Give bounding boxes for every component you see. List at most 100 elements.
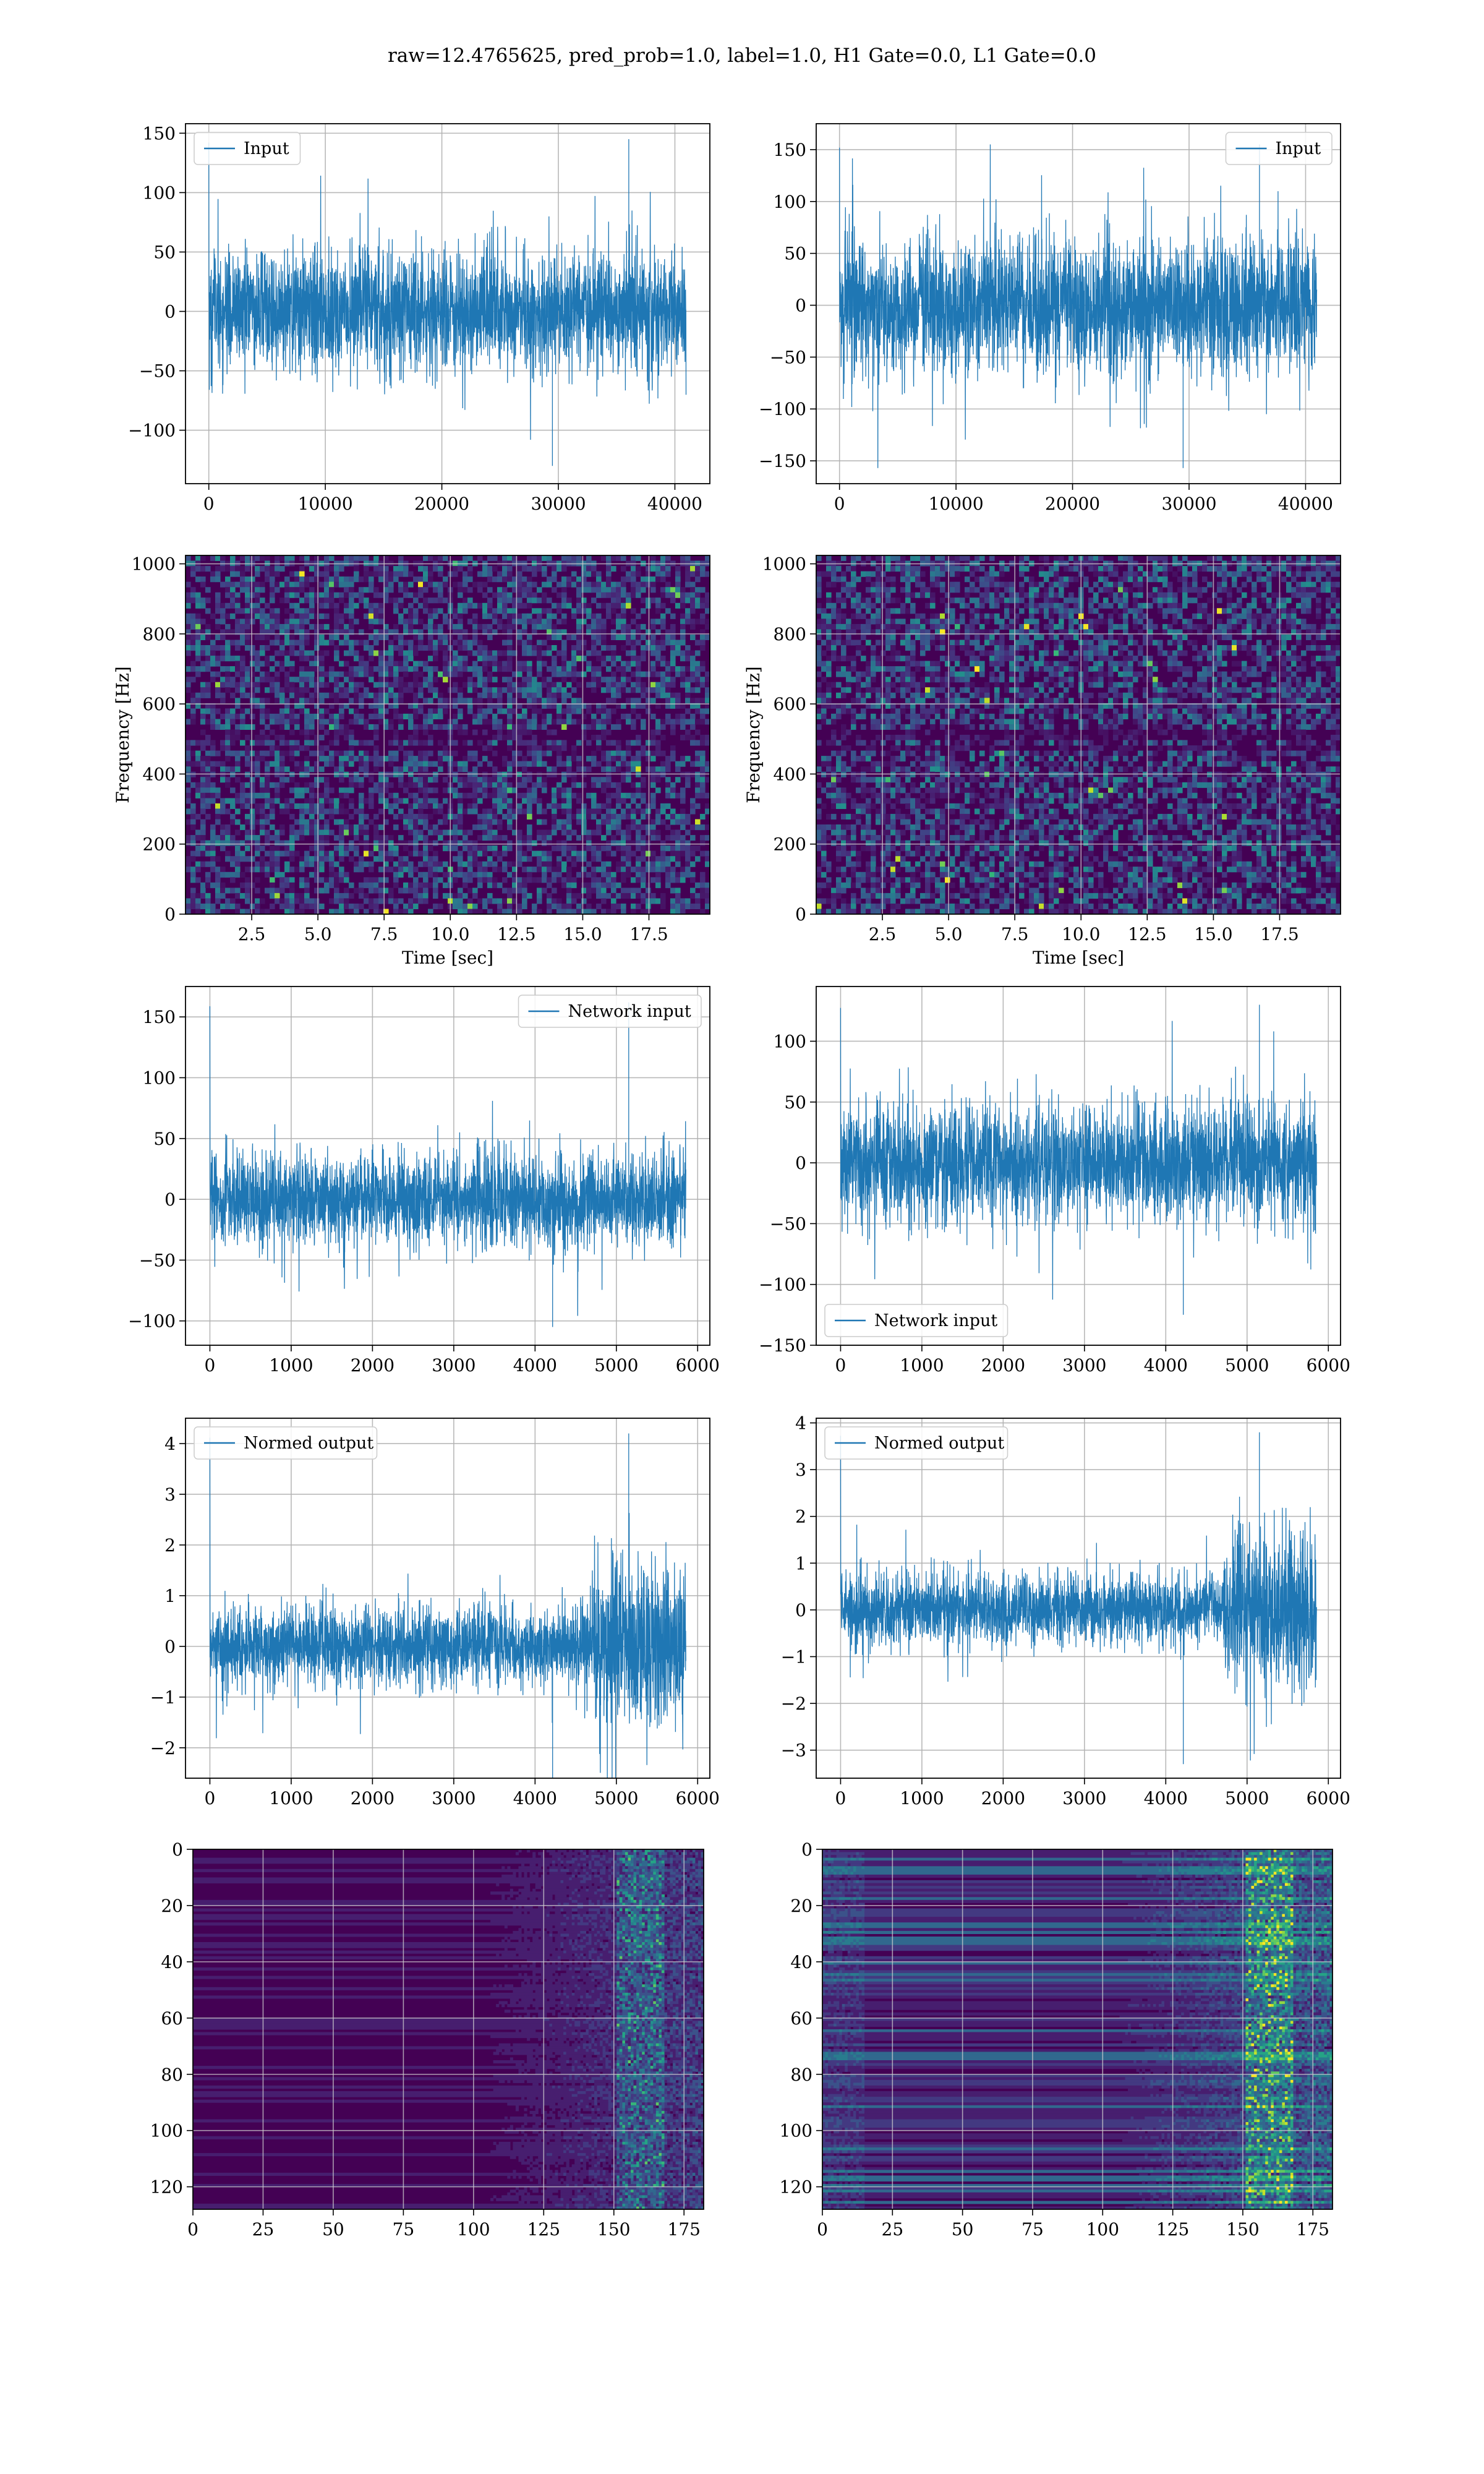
heatmap-cell — [319, 888, 325, 894]
heatmap-cell — [826, 698, 832, 704]
heatmap-cell — [685, 682, 691, 688]
heatmap-cell — [660, 750, 666, 756]
heatmap-cell — [650, 861, 656, 867]
heatmap-cell — [364, 835, 369, 841]
heatmap-cell — [458, 656, 463, 662]
heatmap-cell — [383, 698, 389, 704]
heatmap-cell — [846, 687, 851, 693]
heatmap-cell — [245, 898, 250, 904]
heatmap-cell — [200, 861, 206, 867]
heatmap-cell — [433, 650, 438, 656]
heatmap-cell — [359, 882, 364, 888]
heatmap-cell — [284, 597, 290, 604]
heatmap-cell — [556, 750, 562, 756]
heatmap-cell — [334, 650, 339, 656]
heatmap-cell — [388, 740, 394, 746]
heatmap-cell — [359, 640, 364, 646]
heatmap-cell — [537, 756, 542, 762]
heatmap-cell — [690, 677, 696, 683]
heatmap-cell — [621, 835, 626, 841]
heatmap-cell — [453, 777, 458, 783]
heatmap-cell — [354, 592, 359, 598]
heatmap-cell — [205, 898, 211, 904]
heatmap-cell — [626, 640, 631, 646]
heatmap-cell — [423, 740, 429, 746]
heatmap-cell — [324, 719, 330, 725]
heatmap-cell — [690, 650, 696, 656]
heatmap-cell — [831, 798, 837, 804]
heatmap-cell — [289, 750, 295, 756]
heatmap-cell — [660, 735, 666, 741]
heatmap-cell — [319, 597, 325, 604]
heatmap-cell — [458, 871, 463, 878]
panel-r2c2: 2.5 5.0 7.5 10.0 12.5 15.0 17.5020040060080010… — [743, 554, 1341, 968]
heatmap-cell — [438, 645, 443, 651]
heatmap-cell — [660, 602, 666, 609]
heatmap-cell — [334, 835, 339, 841]
heatmap-cell — [482, 861, 488, 867]
heatmap-cell — [403, 671, 409, 677]
heatmap-cell — [586, 629, 592, 635]
heatmap-cell — [339, 787, 344, 794]
heatmap-cell — [329, 719, 335, 725]
heatmap-cell — [655, 671, 661, 677]
heatmap-cell — [349, 845, 354, 852]
heatmap-cell — [507, 592, 513, 598]
heatmap-cell — [354, 861, 359, 867]
heatmap-cell — [304, 829, 310, 836]
heatmap-cell — [576, 903, 582, 909]
heatmap-cell — [497, 835, 503, 841]
heatmap-cell — [190, 808, 196, 815]
heatmap-cell — [265, 813, 270, 820]
heatmap-cell — [349, 613, 354, 619]
heatmap-cell — [284, 656, 290, 662]
heatmap-cell — [299, 613, 305, 619]
heatmap-cell — [245, 750, 250, 756]
heatmap-cell — [856, 740, 861, 746]
heatmap-cell — [606, 845, 612, 852]
heatmap-cell — [596, 708, 602, 714]
heatmap-cell — [240, 708, 245, 714]
heatmap-cell — [621, 771, 626, 777]
heatmap-cell — [304, 677, 310, 683]
heatmap-cell — [235, 608, 241, 614]
heatmap-cell — [190, 708, 196, 714]
heatmap-cell — [552, 666, 557, 672]
heatmap-cell — [186, 835, 191, 841]
heatmap-cell — [245, 640, 250, 646]
heatmap-cell — [220, 871, 226, 878]
heatmap-cell — [836, 761, 842, 767]
heatmap-cell — [304, 756, 310, 762]
heatmap-cell — [537, 661, 542, 667]
heatmap-cell — [299, 808, 305, 815]
heatmap-cell — [250, 882, 255, 888]
x-tick-label: 10000 — [929, 494, 984, 514]
heatmap-cell — [309, 813, 315, 820]
heatmap-cell — [309, 856, 315, 862]
heatmap-cell — [586, 766, 592, 773]
heatmap-cell — [255, 666, 260, 672]
heatmap-cell — [571, 777, 577, 783]
heatmap-cell — [532, 877, 537, 883]
heatmap-cell — [680, 634, 686, 640]
heatmap-cell — [186, 745, 191, 751]
heatmap-cell — [522, 856, 527, 862]
heatmap-cell — [324, 756, 330, 762]
heatmap-cell — [856, 756, 861, 762]
heatmap-cell — [344, 729, 349, 735]
heatmap-cell — [836, 829, 842, 836]
heatmap-cell — [215, 661, 221, 667]
heatmap-cell — [665, 555, 671, 562]
heatmap-cell — [260, 782, 265, 788]
heatmap-cell — [215, 724, 221, 730]
heatmap-cell — [373, 666, 379, 672]
heatmap-cell — [393, 750, 399, 756]
heatmap-cell — [537, 819, 542, 825]
heatmap-cell — [467, 618, 473, 625]
heatmap-cell — [477, 587, 483, 593]
heatmap-cell — [841, 597, 846, 604]
heatmap-cell — [334, 629, 339, 635]
heatmap-cell — [344, 650, 349, 656]
heatmap-cell — [373, 813, 379, 820]
heatmap-cell — [517, 856, 522, 862]
